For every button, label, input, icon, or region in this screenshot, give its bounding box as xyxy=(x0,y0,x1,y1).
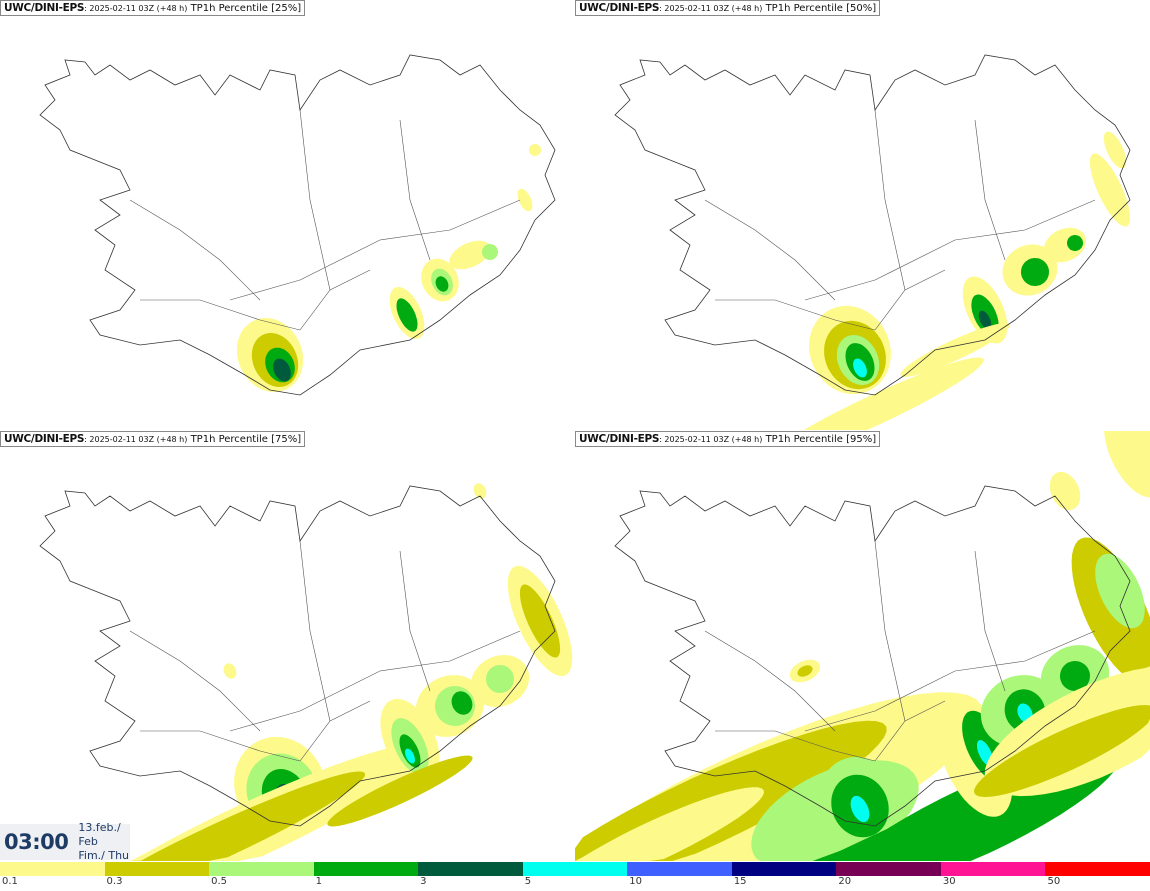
precip-area xyxy=(435,276,449,292)
precip-area xyxy=(797,665,813,677)
precip-area xyxy=(1104,431,1150,498)
map-panel-p25: UWC/DINI-EPS: 2025-02-11 03Z (+48 h) TP1… xyxy=(0,0,575,430)
roads xyxy=(129,109,521,331)
legend-label: 5 xyxy=(524,876,532,887)
precip-map xyxy=(39,54,556,396)
precip-area xyxy=(473,483,487,499)
legend-label: 50 xyxy=(1047,876,1061,887)
precip-area xyxy=(223,663,237,679)
map-panel-p95: UWC/DINI-EPS: 2025-02-11 03Z (+48 h) TP1… xyxy=(575,431,1150,861)
precip-area xyxy=(1021,258,1049,286)
valid-date: 13.feb./ Feb Fim./ Thu xyxy=(78,821,130,862)
precip-area xyxy=(1103,131,1127,169)
precip-area xyxy=(978,310,992,330)
roads xyxy=(704,109,1096,331)
legend-label: 10 xyxy=(629,876,642,887)
legend-label: 0.3 xyxy=(106,876,123,887)
legend-label: 0.5 xyxy=(211,876,227,887)
valid-time-box: 03:00 13.feb./ Feb Fim./ Thu xyxy=(0,821,130,862)
legend-label: 3 xyxy=(420,876,427,887)
precip-area xyxy=(853,358,867,378)
precip-area xyxy=(529,144,541,156)
legend-swatch xyxy=(627,862,732,876)
legend-swatch xyxy=(1045,862,1150,876)
coastline xyxy=(39,485,556,827)
precip-area xyxy=(657,748,1093,861)
color-legend xyxy=(0,862,1150,876)
precip-area xyxy=(1089,153,1131,227)
panel-title: UWC/DINI-EPS: 2025-02-11 03Z (+48 h) TP1… xyxy=(0,0,306,16)
precip-area xyxy=(850,795,870,823)
precip-area xyxy=(396,298,418,332)
coastline xyxy=(39,54,556,396)
precip-area xyxy=(519,584,561,658)
legend-swatch xyxy=(940,862,1046,876)
precip-area xyxy=(68,742,432,861)
precip-area xyxy=(517,188,533,212)
legend-swatch xyxy=(522,862,628,876)
precip-area xyxy=(449,240,491,270)
precip-area xyxy=(1095,553,1145,629)
precip-map xyxy=(614,54,1131,430)
precip-area xyxy=(1067,235,1083,251)
legend-swatch xyxy=(731,862,837,876)
precip-area xyxy=(482,244,498,260)
precip-area xyxy=(486,665,514,693)
panel-title: UWC/DINI-EPS: 2025-02-11 03Z (+48 h) TP1… xyxy=(575,0,881,16)
legend-swatch xyxy=(0,862,105,876)
precip-area xyxy=(405,748,415,764)
valid-time: 03:00 xyxy=(4,830,69,854)
precip-map xyxy=(575,431,1150,861)
legend-label: 0.1 xyxy=(2,876,18,887)
map-panel-p50: UWC/DINI-EPS: 2025-02-11 03Z (+48 h) TP1… xyxy=(575,0,1150,430)
precip-area xyxy=(451,691,473,715)
precip-area xyxy=(766,357,984,430)
precip-area xyxy=(900,323,1010,377)
legend-swatch xyxy=(836,862,941,876)
legend-swatch xyxy=(418,862,523,876)
precip-area xyxy=(327,755,473,827)
precip-area xyxy=(974,705,1150,797)
legend-swatch xyxy=(104,862,210,876)
legend-swatch xyxy=(313,862,419,876)
precip-area xyxy=(1049,472,1081,510)
panel-title: UWC/DINI-EPS: 2025-02-11 03Z (+48 h) TP1… xyxy=(575,431,881,447)
coastline xyxy=(614,485,1131,827)
legend-label: 30 xyxy=(942,876,956,887)
roads xyxy=(704,540,1096,762)
legend-label: 20 xyxy=(838,876,852,887)
legend-swatch xyxy=(209,862,314,876)
precip-area xyxy=(1060,661,1090,691)
roads xyxy=(129,540,521,762)
coastline xyxy=(614,54,1131,396)
precip-area xyxy=(273,358,291,382)
legend-label: 15 xyxy=(733,876,747,887)
precip-area xyxy=(75,771,365,861)
precip-area xyxy=(575,787,764,861)
panel-title: UWC/DINI-EPS: 2025-02-11 03Z (+48 h) TP1… xyxy=(0,431,306,447)
precip-map xyxy=(39,483,573,861)
legend-label: 1 xyxy=(315,876,322,887)
map-panel-p75: UWC/DINI-EPS: 2025-02-11 03Z (+48 h) TP1… xyxy=(0,431,575,861)
